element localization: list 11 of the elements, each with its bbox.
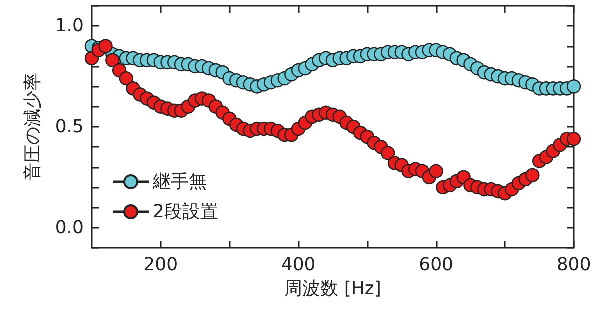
y-tick-label: 0.0 <box>55 217 84 238</box>
x-tick-label: 400 <box>281 254 316 276</box>
y-tick-label: 0.5 <box>55 116 84 138</box>
x-tick-label: 800 <box>556 254 592 276</box>
y-tick-label: 1.0 <box>55 16 84 37</box>
x-axis-title: 周波数 [Hz] <box>284 278 382 300</box>
x-tick-label: 200 <box>144 254 178 276</box>
y-axis-title: 音圧の減少率 <box>22 73 44 181</box>
legend-label: 継手無 <box>152 172 207 192</box>
legend-label: 2段設置 <box>153 202 218 222</box>
x-tick-label: 600 <box>419 254 454 276</box>
